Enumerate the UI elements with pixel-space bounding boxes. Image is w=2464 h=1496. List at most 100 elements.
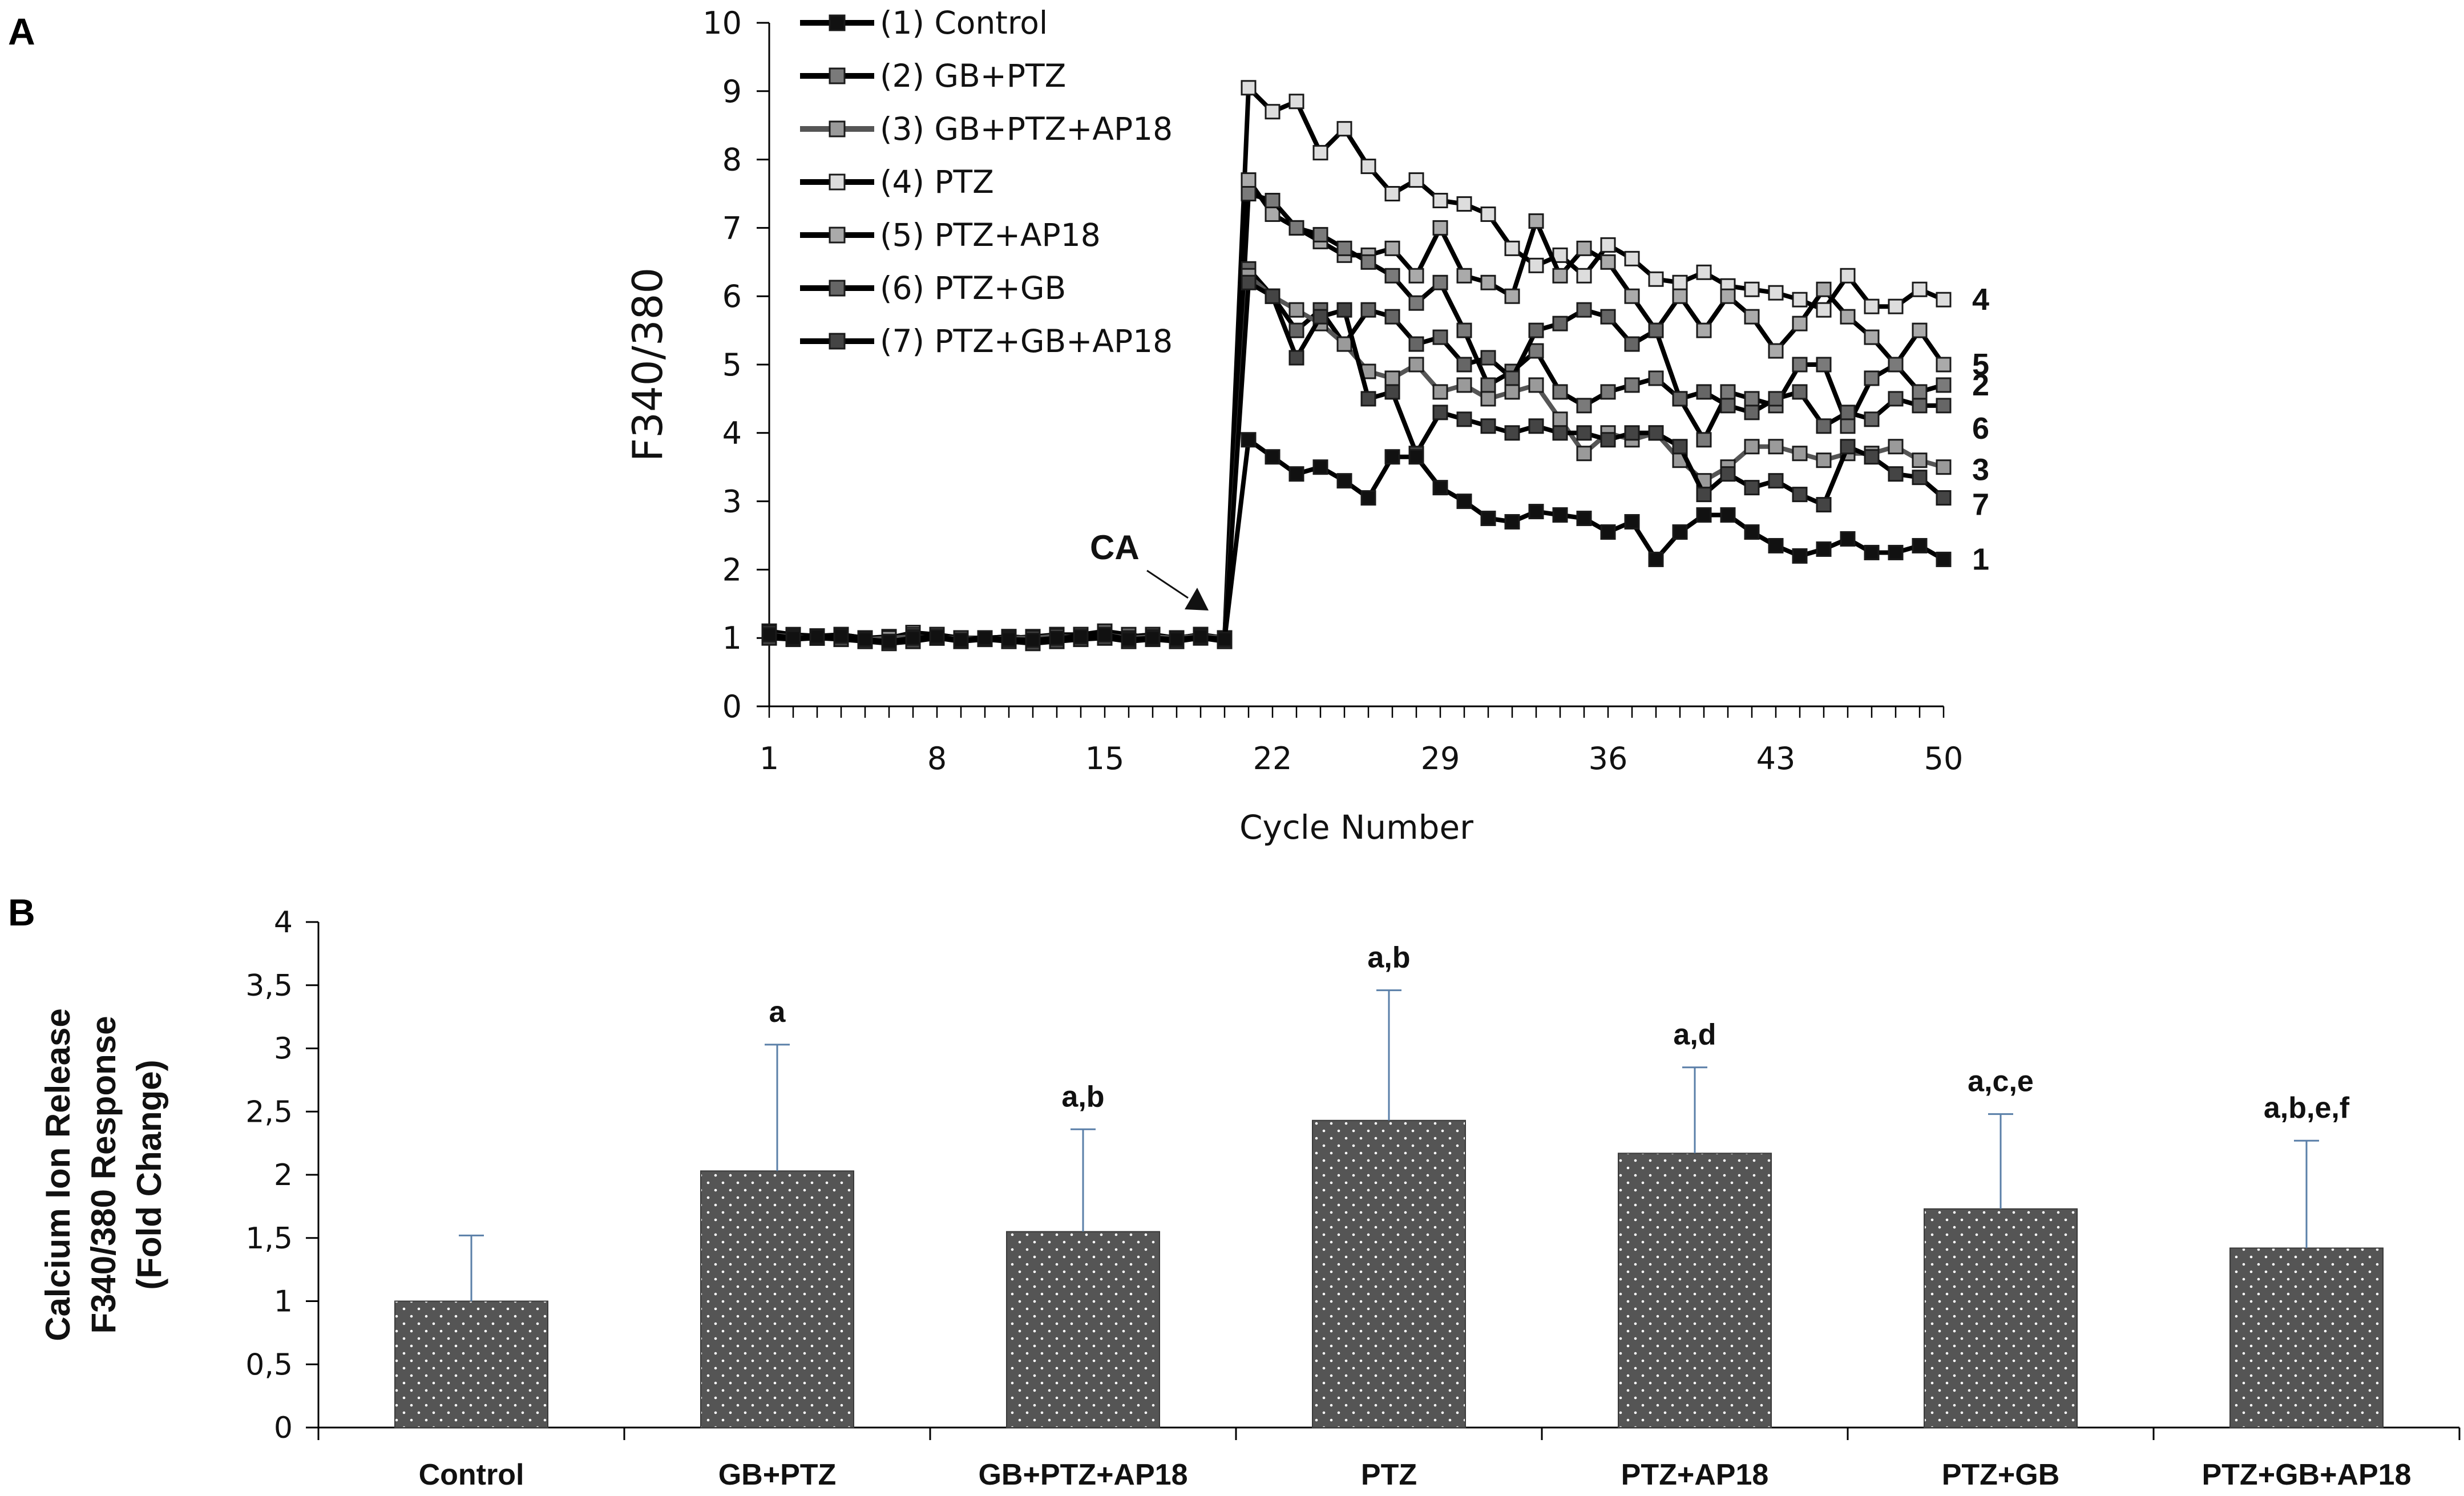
data-point bbox=[1720, 466, 1736, 482]
data-point bbox=[1480, 274, 1496, 290]
data-point bbox=[1408, 449, 1424, 465]
y-tick-label: 10 bbox=[702, 5, 742, 41]
x-axis-title: Cycle Number bbox=[1239, 808, 1473, 847]
data-point bbox=[1816, 357, 1832, 373]
data-point bbox=[1384, 240, 1400, 256]
data-point bbox=[1768, 343, 1784, 359]
legend: (1) Control (2) GB+PTZ (3) GB+PTZ+AP18 (4) … bbox=[800, 5, 1173, 359]
data-point bbox=[1888, 544, 1904, 560]
data-point bbox=[1720, 384, 1736, 400]
data-point bbox=[1792, 384, 1808, 400]
data-point bbox=[1528, 257, 1544, 273]
data-point bbox=[1241, 80, 1257, 96]
data-point bbox=[1312, 227, 1328, 242]
data-point bbox=[1480, 511, 1496, 527]
data-point bbox=[1816, 541, 1832, 557]
data-point bbox=[1265, 104, 1281, 120]
data-point bbox=[1792, 292, 1808, 308]
y-tick-label: 5 bbox=[722, 347, 742, 383]
legend-label: (2) GB+PTZ bbox=[880, 58, 1066, 94]
data-point bbox=[785, 630, 801, 646]
y-tick-label: 0 bbox=[722, 689, 742, 725]
significance-label: a,d bbox=[1673, 1018, 1716, 1052]
data-point bbox=[1912, 470, 1928, 486]
y-tick-label: 3 bbox=[722, 484, 742, 520]
data-point bbox=[1840, 531, 1856, 547]
series-line-2 bbox=[769, 191, 1945, 641]
y-tick-label: 2,5 bbox=[245, 1095, 293, 1129]
category-label: PTZ+GB+AP18 bbox=[2202, 1458, 2411, 1491]
x-tick-label: 8 bbox=[927, 741, 947, 777]
data-point bbox=[1768, 391, 1784, 407]
data-point bbox=[1648, 551, 1664, 567]
y-axis-title: F340/380 bbox=[624, 268, 672, 462]
panel-a-letter: A bbox=[8, 10, 35, 52]
data-point bbox=[1864, 370, 1880, 386]
data-point bbox=[1360, 490, 1376, 506]
data-point bbox=[1265, 449, 1281, 465]
data-point bbox=[1744, 391, 1760, 407]
data-point bbox=[1672, 288, 1688, 304]
data-point bbox=[1360, 159, 1376, 175]
legend-label: (4) PTZ bbox=[880, 164, 994, 200]
data-point bbox=[1528, 322, 1544, 338]
series-end-label: 4 bbox=[1972, 282, 1989, 317]
data-point bbox=[1288, 94, 1304, 110]
bar-group: a,d PTZ+AP18 bbox=[1618, 1018, 1772, 1491]
y-tick-label: 1,5 bbox=[245, 1222, 293, 1256]
data-point bbox=[1936, 357, 1952, 373]
bar-group: a,c,e PTZ+GB bbox=[1924, 1065, 2078, 1491]
data-point bbox=[1241, 432, 1257, 448]
data-point bbox=[1528, 343, 1544, 359]
data-point bbox=[1456, 494, 1472, 510]
data-point bbox=[1025, 632, 1041, 648]
data-point bbox=[1672, 439, 1688, 455]
data-point bbox=[1888, 357, 1904, 373]
data-point bbox=[1624, 377, 1640, 393]
data-point bbox=[1193, 629, 1209, 645]
bar bbox=[2229, 1247, 2384, 1428]
data-point bbox=[1336, 240, 1352, 256]
y-tick-label: 7 bbox=[722, 210, 742, 246]
data-point bbox=[1456, 268, 1472, 284]
data-point bbox=[1576, 268, 1592, 284]
data-point bbox=[1384, 268, 1400, 284]
data-point bbox=[1384, 309, 1400, 325]
legend-marker bbox=[829, 333, 846, 350]
data-point bbox=[1432, 480, 1448, 496]
series-end-label: 5 bbox=[1972, 347, 1989, 382]
data-point bbox=[1936, 377, 1952, 393]
data-point bbox=[1408, 295, 1424, 311]
data-point bbox=[1792, 548, 1808, 564]
bar-group: Control bbox=[394, 1234, 548, 1491]
data-point bbox=[1528, 418, 1544, 434]
data-point bbox=[1912, 322, 1928, 338]
data-point bbox=[1097, 626, 1113, 642]
data-point bbox=[1169, 632, 1185, 648]
data-point bbox=[1936, 490, 1952, 506]
data-point bbox=[1816, 452, 1832, 468]
data-point bbox=[1121, 632, 1137, 648]
data-point bbox=[1456, 377, 1472, 393]
data-point bbox=[1576, 240, 1592, 256]
data-point bbox=[1840, 439, 1856, 455]
ca-arrow-head bbox=[1185, 588, 1209, 610]
data-point bbox=[1288, 302, 1304, 318]
data-point bbox=[1672, 274, 1688, 290]
data-point bbox=[1816, 497, 1832, 513]
category-label: PTZ bbox=[1361, 1458, 1417, 1491]
data-point bbox=[1073, 629, 1089, 645]
data-point bbox=[1480, 350, 1496, 366]
data-point bbox=[1792, 487, 1808, 503]
data-point bbox=[1456, 411, 1472, 427]
x-tick-label: 36 bbox=[1589, 741, 1628, 777]
panel-b-letter: B bbox=[8, 891, 35, 933]
data-point bbox=[1864, 411, 1880, 427]
data-point bbox=[1504, 514, 1520, 530]
bar-group: a GB+PTZ bbox=[700, 996, 854, 1491]
data-point bbox=[1432, 384, 1448, 400]
significance-label: a,c,e bbox=[1968, 1065, 2034, 1098]
y-tick-label: 0,5 bbox=[245, 1348, 293, 1382]
y-tick-label: 2 bbox=[722, 552, 742, 588]
